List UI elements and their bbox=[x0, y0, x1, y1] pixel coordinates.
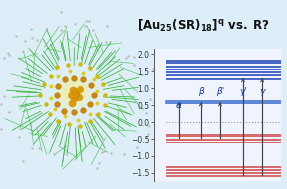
Bar bbox=[166, 166, 281, 168]
Text: γ: γ bbox=[259, 87, 265, 96]
Ellipse shape bbox=[55, 76, 93, 110]
Bar bbox=[166, 78, 281, 80]
Bar bbox=[166, 139, 281, 141]
Bar bbox=[166, 71, 281, 73]
Text: α: α bbox=[176, 101, 182, 110]
Text: γ': γ' bbox=[239, 87, 247, 96]
Bar bbox=[166, 66, 281, 68]
Ellipse shape bbox=[63, 83, 84, 102]
Bar bbox=[166, 169, 281, 171]
Bar bbox=[166, 175, 281, 177]
Ellipse shape bbox=[59, 79, 89, 106]
Text: $\bf{[Au_{25}(SR)_{18}]^q\ vs.\ R?}$: $\bf{[Au_{25}(SR)_{18}]^q\ vs.\ R?}$ bbox=[137, 17, 270, 34]
Bar bbox=[166, 172, 281, 174]
Bar bbox=[166, 74, 281, 76]
Bar bbox=[166, 134, 281, 137]
Text: β: β bbox=[198, 87, 204, 96]
Text: β': β' bbox=[216, 87, 224, 96]
Bar bbox=[166, 69, 281, 70]
Bar bbox=[166, 60, 281, 64]
Bar bbox=[166, 142, 281, 143]
